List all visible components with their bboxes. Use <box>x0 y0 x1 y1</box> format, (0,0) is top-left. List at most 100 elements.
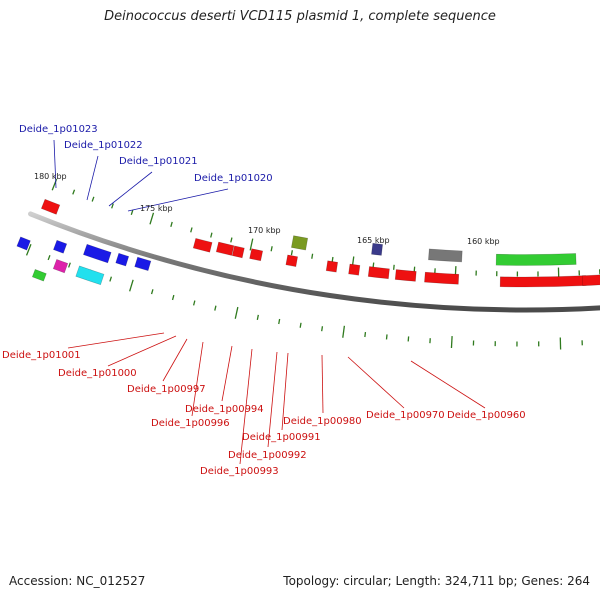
gene-block <box>285 254 298 267</box>
forward-gene-label[interactable]: Deide_1p01023 <box>19 124 98 135</box>
reverse-gene-label[interactable]: Deide_1p00980 <box>283 416 362 427</box>
scale-label: 170 kbp <box>248 226 281 235</box>
gene-block <box>53 239 68 254</box>
reverse-gene-label[interactable]: Deide_1p00997 <box>127 384 206 395</box>
gene-block <box>231 245 245 259</box>
tick-mark <box>290 250 293 256</box>
tick-mark <box>210 232 213 238</box>
leader-line <box>347 356 405 409</box>
tick-mark <box>321 326 324 332</box>
scale-label: 165 kbp <box>357 236 390 245</box>
tick-mark <box>234 306 239 319</box>
gene-block <box>495 253 577 266</box>
gene-block <box>40 198 61 215</box>
leader-line <box>67 332 165 349</box>
scale-label: 180 kbp <box>34 172 67 181</box>
tick-mark <box>111 203 114 209</box>
gene-block <box>249 248 264 262</box>
reverse-gene-label[interactable]: Deide_1p01000 <box>58 368 137 379</box>
gene-block <box>325 260 339 273</box>
leader-line <box>321 354 324 414</box>
leader-line <box>221 345 233 402</box>
tick-mark <box>230 237 233 243</box>
tick-mark <box>270 246 273 252</box>
forward-gene-label[interactable]: Deide_1p01021 <box>119 156 198 167</box>
tick-mark <box>130 209 134 215</box>
leader-line <box>107 335 177 367</box>
tick-mark <box>91 196 95 202</box>
map-title: Deinococcus deserti VCD115 plasmid 1, co… <box>104 9 496 24</box>
gene-block <box>115 252 130 267</box>
gene-block <box>82 243 112 264</box>
gene-block <box>348 263 361 276</box>
tick-mark <box>129 279 134 292</box>
forward-gene-label[interactable]: Deide_1p01020 <box>194 173 273 184</box>
gene-block <box>192 237 213 253</box>
accession-text: Accession: NC_012527 <box>9 574 146 588</box>
tick-mark <box>170 221 173 227</box>
gene-block <box>428 248 463 263</box>
reverse-gene-label[interactable]: Deide_1p00992 <box>228 450 307 461</box>
kbp-ticks <box>25 178 600 350</box>
tick-mark <box>278 318 281 325</box>
leader-line <box>86 155 99 201</box>
scale-labels: 180 kbp 175 kbp 170 kbp 165 kbp 160 kbp <box>34 172 500 246</box>
reverse-gene-label[interactable]: Deide_1p00993 <box>200 466 279 477</box>
tick-mark <box>364 331 367 338</box>
tick-mark <box>171 294 175 301</box>
leader-line <box>267 351 278 448</box>
tick-mark <box>72 189 76 195</box>
tick-mark <box>385 334 388 340</box>
label-leaders <box>53 139 486 465</box>
leader-line <box>410 360 486 409</box>
gene-block <box>75 265 105 286</box>
reverse-gene-label[interactable]: Deide_1p00994 <box>185 404 264 415</box>
scale-label: 175 kbp <box>140 204 173 213</box>
gene-labels: Deide_1p01023 Deide_1p01022 Deide_1p01021 D… <box>2 124 526 477</box>
tick-mark <box>25 243 32 256</box>
forward-gene-label[interactable]: Deide_1p01022 <box>64 140 143 151</box>
tick-mark <box>256 314 259 320</box>
gene-block <box>424 271 460 285</box>
leader-line <box>108 171 153 207</box>
gene-block <box>367 266 390 280</box>
tick-mark <box>311 253 314 259</box>
gene-features <box>16 198 600 288</box>
tick-mark <box>450 335 453 349</box>
tick-mark <box>299 322 302 328</box>
gene-block <box>215 241 235 256</box>
tick-mark <box>109 276 113 282</box>
topology-summary: Topology: circular; Length: 324,711 bp; … <box>283 574 590 588</box>
leader-line <box>281 352 289 431</box>
tick-mark <box>68 262 71 268</box>
tick-mark <box>331 256 334 263</box>
gene-block <box>394 269 417 282</box>
scale-label: 160 kbp <box>467 237 500 246</box>
leader-line <box>127 188 229 212</box>
reverse-gene-label[interactable]: Deide_1p00991 <box>242 432 321 443</box>
tick-mark <box>150 289 154 295</box>
leader-line <box>162 338 188 382</box>
reverse-gene-label[interactable]: Deide_1p01001 <box>2 350 81 361</box>
gene-block <box>371 242 383 256</box>
tick-mark <box>342 325 346 338</box>
gene-block <box>52 258 69 274</box>
tick-mark <box>192 300 196 306</box>
gene-block <box>581 274 600 287</box>
reverse-gene-label[interactable]: Deide_1p00960 <box>447 410 526 421</box>
tick-mark <box>214 305 217 311</box>
reverse-gene-label[interactable]: Deide_1p00970 <box>366 410 445 421</box>
tick-mark <box>149 212 155 225</box>
leader-line <box>53 139 57 189</box>
gene-block <box>16 236 31 251</box>
dna-backbone <box>28 211 600 313</box>
leader-line <box>191 341 204 417</box>
tick-mark <box>249 238 254 251</box>
leader-line <box>239 348 253 465</box>
tick-mark <box>372 262 375 268</box>
gene-block <box>291 235 309 251</box>
reverse-gene-label[interactable]: Deide_1p00996 <box>151 418 230 429</box>
gene-block <box>499 275 587 288</box>
tick-mark <box>47 255 51 261</box>
